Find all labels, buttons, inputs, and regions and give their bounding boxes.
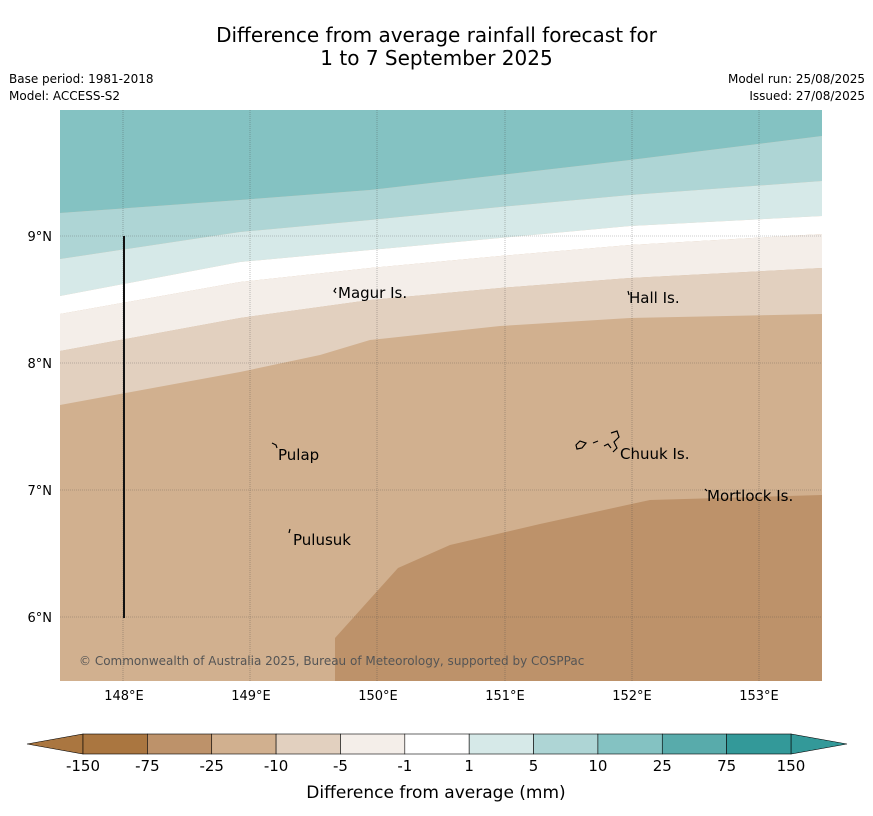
colorbar-tick-label: 150 xyxy=(777,757,806,775)
colorbar-tick-label: 10 xyxy=(588,757,607,775)
meta-right: Model run: 25/08/2025 Issued: 27/08/2025 xyxy=(728,71,865,105)
place-label-pulap: Pulap xyxy=(278,446,319,464)
colorbar-segment xyxy=(726,733,792,755)
colorbar-tick-label: 25 xyxy=(653,757,672,775)
island-chuuk-3 xyxy=(603,443,612,449)
graticule xyxy=(60,110,822,681)
colorbar-label: Difference from average (mm) xyxy=(306,783,565,803)
island-chuuk-1 xyxy=(575,440,588,450)
model-name: Model: ACCESS-S2 xyxy=(9,89,121,103)
lat-label-8n: 8°N xyxy=(28,357,53,372)
colorbar-extend-low xyxy=(26,733,84,755)
colorbar-segment xyxy=(275,733,341,755)
longitude-labels: 148°E 149°E 150°E 151°E 152°E 153°E xyxy=(104,689,779,704)
band-5-10 xyxy=(60,136,822,259)
band-minus75-minus25 xyxy=(335,495,822,681)
latitude-labels: 9°N 8°N 7°N 6°N xyxy=(28,230,53,626)
colorbar-extend-high xyxy=(790,733,848,755)
island-chuuk-4 xyxy=(610,430,620,453)
title-line-1: Difference from average rainfall forecas… xyxy=(216,23,657,47)
band-1-5 xyxy=(60,181,822,296)
band-10-25 xyxy=(60,110,822,213)
issued-date: Issued: 27/08/2025 xyxy=(749,89,865,103)
colorbar-segment xyxy=(340,733,406,755)
colorbar-tick-label: 5 xyxy=(529,757,539,775)
colorbar-segment xyxy=(82,733,148,755)
colorbar-tick-label: -10 xyxy=(264,757,289,775)
island-magur xyxy=(333,287,337,294)
colorbar-segment xyxy=(533,733,599,755)
colorbar-tick-label: -150 xyxy=(66,757,100,775)
meta-left: Base period: 1981-2018 Model: ACCESS-S2 xyxy=(9,71,154,105)
lon-label-152: 152°E xyxy=(612,689,652,704)
lat-label-9n: 9°N xyxy=(28,230,53,245)
lat-label-6n: 6°N xyxy=(28,611,53,626)
lon-label-149: 149°E xyxy=(231,689,271,704)
colorbar-tick-label: -25 xyxy=(199,757,224,775)
island-hall xyxy=(627,290,630,296)
place-label-hall: Hall Is. xyxy=(629,289,680,307)
colorbar-tick-label: -5 xyxy=(333,757,348,775)
place-label-magur: Magur Is. xyxy=(338,284,407,302)
lon-label-150: 150°E xyxy=(358,689,398,704)
colorbar-segment xyxy=(211,733,277,755)
title-line-2: 1 to 7 September 2025 xyxy=(320,46,553,70)
colorbar-tick-label: 1 xyxy=(464,757,474,775)
island-mortlock xyxy=(704,488,708,492)
island-pulusuk xyxy=(288,528,291,534)
colorbar-segment xyxy=(661,733,727,755)
colorbar-segment xyxy=(147,733,213,755)
lon-label-151: 151°E xyxy=(485,689,525,704)
rainfall-field: Magur Is. Hall Is. Pulap Chuuk Is. Mortl… xyxy=(60,110,822,681)
model-run: Model run: 25/08/2025 xyxy=(727,72,865,86)
island-outlines xyxy=(271,287,708,534)
colorbar-tick-label: -75 xyxy=(135,757,160,775)
lon-label-148: 148°E xyxy=(104,689,144,704)
band-neutral xyxy=(60,216,822,314)
band-minus5-minus1 xyxy=(60,234,822,351)
place-label-pulusuk: Pulusuk xyxy=(293,531,351,549)
colorbar-segment xyxy=(597,733,663,755)
place-label-chuuk: Chuuk Is. xyxy=(620,445,689,463)
colorbar: -150 -75 -25 -10 -5 -1 1 5 10 25 75 150 xyxy=(26,733,848,775)
copyright-notice: © Commonwealth of Australia 2025, Bureau… xyxy=(79,654,584,668)
colorbar-tick-label: 75 xyxy=(717,757,736,775)
colorbar-segment xyxy=(468,733,534,755)
island-chuuk-2 xyxy=(592,440,599,444)
colorbar-tick-label: -1 xyxy=(397,757,412,775)
base-period: Base period: 1981-2018 xyxy=(9,72,154,86)
island-pulap xyxy=(271,442,278,449)
lon-label-153: 153°E xyxy=(739,689,779,704)
band-minus10-minus5 xyxy=(60,268,822,405)
lat-label-7n: 7°N xyxy=(28,484,53,499)
place-label-mortlock: Mortlock Is. xyxy=(707,487,793,505)
colorbar-segment xyxy=(404,733,470,755)
